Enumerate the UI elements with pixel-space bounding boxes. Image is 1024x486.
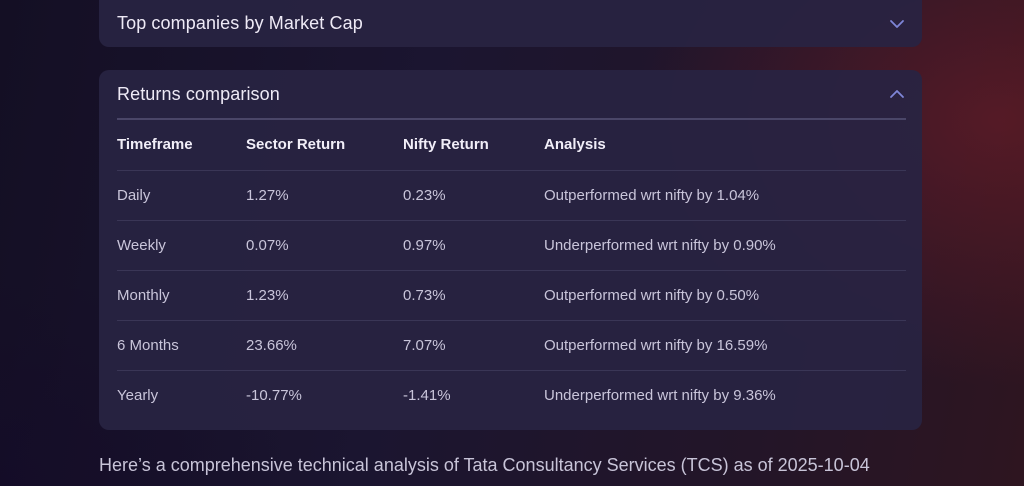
cell-timeframe: Monthly — [117, 270, 246, 321]
cell-nifty-return: 0.73% — [403, 270, 544, 321]
cell-nifty-return: -1.41% — [403, 386, 451, 404]
cell-timeframe: Yearly — [117, 386, 159, 404]
cell-timeframe: 6 Months — [117, 320, 246, 371]
analysis-intro-text: Here’s a comprehensive technical analysi… — [99, 455, 870, 475]
col-header-timeframe: Timeframe — [117, 120, 246, 171]
col-header-nifty-return: Nifty Return — [403, 120, 544, 171]
cell-nifty-return: 0.97% — [403, 220, 544, 271]
header-divider — [117, 118, 906, 120]
cell-analysis: Underperformed wrt nifty by 9.36% — [544, 386, 776, 404]
cell-sector-return: 0.07% — [246, 220, 403, 271]
returns-comparison-title: Returns comparison — [117, 83, 280, 104]
chevron-down-icon[interactable] — [888, 15, 906, 33]
cell-sector-return: -10.77% — [246, 386, 302, 404]
cell-nifty-return: 0.23% — [403, 170, 544, 221]
col-header-sector-return: Sector Return — [246, 120, 403, 171]
cell-timeframe: Daily — [117, 170, 246, 221]
table-row: Yearly -10.77% -1.41% Underperformed wrt… — [117, 370, 906, 420]
col-header-analysis: Analysis — [544, 120, 906, 171]
top-companies-title: Top companies by Market Cap — [117, 13, 363, 33]
cell-timeframe: Weekly — [117, 220, 246, 271]
returns-comparison-header[interactable]: Returns comparison — [99, 70, 922, 118]
top-companies-accordion[interactable]: Top companies by Market Cap — [99, 0, 922, 47]
cell-analysis: Outperformed wrt nifty by 0.50% — [544, 270, 906, 321]
cell-analysis: Underperformed wrt nifty by 0.90% — [544, 220, 906, 271]
cell-sector-return: 1.23% — [246, 270, 403, 321]
chevron-up-icon[interactable] — [888, 85, 906, 103]
cell-analysis: Outperformed wrt nifty by 1.04% — [544, 170, 906, 221]
table-row: Monthly 1.23% 0.73% Outperformed wrt nif… — [117, 270, 906, 321]
cell-sector-return: 23.66% — [246, 320, 403, 371]
cell-analysis: Outperformed wrt nifty by 16.59% — [544, 320, 906, 371]
returns-comparison-accordion: Returns comparison Timeframe Sector Retu… — [99, 70, 922, 430]
returns-table: Timeframe Sector Return Nifty Return Ana… — [117, 120, 906, 420]
top-companies-header[interactable]: Top companies by Market Cap — [99, 0, 922, 47]
table-row: Daily 1.27% 0.23% Outperformed wrt nifty… — [117, 170, 906, 221]
table-row: Weekly 0.07% 0.97% Underperformed wrt ni… — [117, 220, 906, 271]
cell-sector-return: 1.27% — [246, 170, 403, 221]
cell-nifty-return: 7.07% — [403, 320, 544, 371]
table-row: 6 Months 23.66% 7.07% Outperformed wrt n… — [117, 320, 906, 371]
table-header-row: Timeframe Sector Return Nifty Return Ana… — [117, 120, 906, 171]
